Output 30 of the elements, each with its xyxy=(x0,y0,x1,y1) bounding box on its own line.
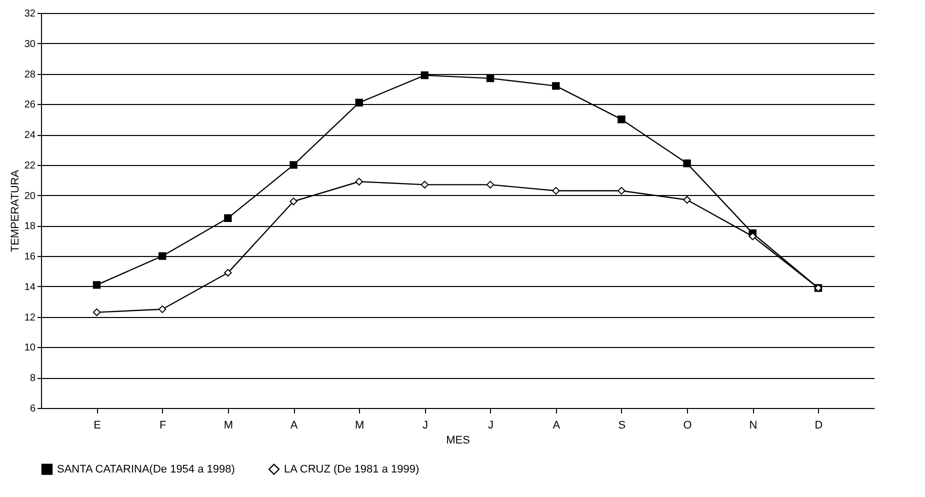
x-tick-label: A xyxy=(290,420,298,432)
legend-label: LA CRUZ (De 1981 a 1999) xyxy=(284,463,420,476)
x-tick-label: S xyxy=(618,420,626,432)
x-tick-label: M xyxy=(224,420,234,432)
y-tick-label: 30 xyxy=(24,38,36,50)
x-tick-label: M xyxy=(355,420,364,432)
y-tick-label: 18 xyxy=(24,221,36,232)
x-tick-label: J xyxy=(422,420,428,432)
x-tick-label: J xyxy=(488,420,494,432)
y-tick-label: 28 xyxy=(24,69,36,80)
x-tick-label: O xyxy=(683,420,692,432)
x-axis-title: MES xyxy=(446,434,470,446)
y-tick-label: 26 xyxy=(24,100,36,111)
y-tick-label: 32 xyxy=(24,8,36,20)
y-tick-label: 16 xyxy=(24,252,36,263)
x-tick-label: F xyxy=(159,420,166,432)
y-tick-label: 12 xyxy=(24,312,36,324)
y-tick-label: 8 xyxy=(30,373,36,384)
y-tick-label: 24 xyxy=(24,130,36,142)
y-tick-label: 6 xyxy=(30,404,36,414)
x-tick-label: N xyxy=(749,420,758,432)
y-axis-title: TEMPERATURA xyxy=(9,169,22,252)
legend-label: SANTA CATARINA(De 1954 a 1998) xyxy=(57,463,235,476)
y-tick-label: 22 xyxy=(24,160,36,172)
y-tick-label: 14 xyxy=(24,282,36,293)
y-tick-label: 20 xyxy=(24,190,36,202)
x-tick-label: A xyxy=(552,420,561,432)
x-tick-label: D xyxy=(814,420,823,432)
x-tick-label: E xyxy=(94,420,101,432)
y-tick-label: 10 xyxy=(24,342,36,354)
